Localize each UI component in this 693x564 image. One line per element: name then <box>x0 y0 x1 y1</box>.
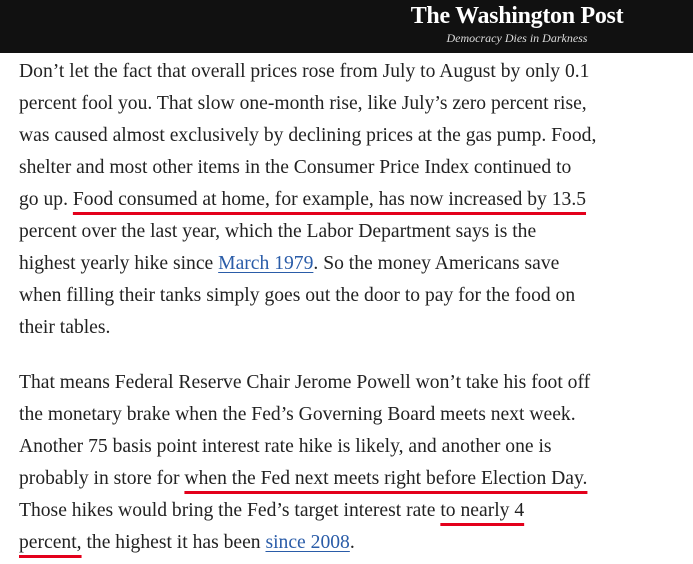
article: Don’t let the fact that overall prices r… <box>0 53 693 559</box>
line: when filling their tanks simply goes out… <box>19 280 693 312</box>
line: their tables. <box>19 312 693 344</box>
text: go up. <box>19 189 73 210</box>
text: Don’t let the fact that overall prices r… <box>19 61 590 82</box>
line: That means Federal Reserve Chair Jerome … <box>19 367 693 399</box>
tagline: Democracy Dies in Darkness <box>446 31 588 45</box>
text: the highest it has been <box>81 532 266 553</box>
line: Another 75 basis point interest rate hik… <box>19 431 693 463</box>
line: Those hikes would bring the Fed’s target… <box>19 495 693 527</box>
text: Another 75 basis point interest rate hik… <box>19 436 552 457</box>
line: go up. Food consumed at home, for exampl… <box>19 184 693 216</box>
paragraph: Don’t let the fact that overall prices r… <box>19 56 693 344</box>
highlight: to nearly 4 <box>440 500 525 521</box>
text: . So the money Americans save <box>313 253 560 274</box>
line: probably in store for when the Fed next … <box>19 463 693 495</box>
logo[interactable]: The Washington Post <box>410 3 624 29</box>
line: shelter and most other items in the Cons… <box>19 152 693 184</box>
text: highest yearly hike since <box>19 253 219 274</box>
text: their tables. <box>19 317 111 338</box>
text: . <box>349 532 355 553</box>
line: was caused almost exclusively by declini… <box>19 120 693 152</box>
text: probably in store for <box>19 468 185 489</box>
link[interactable]: since 2008 <box>265 532 350 553</box>
paragraph: That means Federal Reserve Chair Jerome … <box>19 367 693 559</box>
masthead: The Washington Post Democracy Dies in Da… <box>0 0 693 53</box>
text: shelter and most other items in the Cons… <box>19 157 572 178</box>
line: Don’t let the fact that overall prices r… <box>19 56 693 88</box>
text: That means Federal Reserve Chair Jerome … <box>19 372 591 393</box>
text: when filling their tanks simply goes out… <box>19 285 576 306</box>
highlight: percent, <box>19 532 82 553</box>
link[interactable]: March 1979 <box>218 253 314 274</box>
text: percent over the last year, which the La… <box>19 221 537 242</box>
highlight: when the Fed next meets right before Ele… <box>184 468 588 489</box>
line: percent over the last year, which the La… <box>19 216 693 248</box>
text: Those hikes would bring the Fed’s target… <box>19 500 441 521</box>
line: the monetary brake when the Fed’s Govern… <box>19 399 693 431</box>
text: the monetary brake when the Fed’s Govern… <box>19 404 576 425</box>
line: percent fool you. That slow one-month ri… <box>19 88 693 120</box>
line: percent, the highest it has been since 2… <box>19 527 693 559</box>
line: highest yearly hike since March 1979. So… <box>19 248 693 280</box>
text: percent fool you. That slow one-month ri… <box>19 93 587 114</box>
highlight: Food consumed at home, for example, has … <box>72 189 587 210</box>
text: was caused almost exclusively by declini… <box>19 125 597 146</box>
